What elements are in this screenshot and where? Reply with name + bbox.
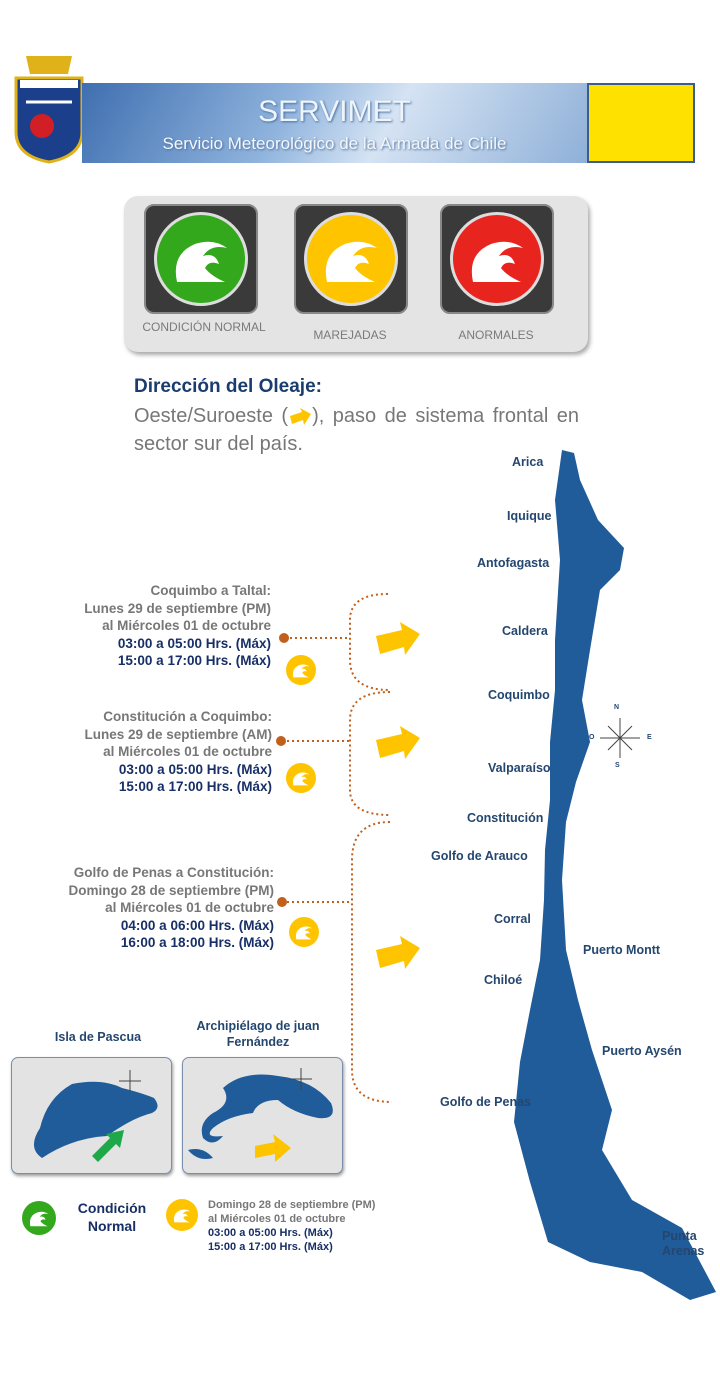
city-label: Iquique: [507, 509, 552, 523]
city-label: Chiloé: [484, 973, 523, 987]
wave-icon: [22, 1201, 56, 1235]
pascua-condition: Condición Normal: [77, 1200, 147, 1234]
wave-icon: [166, 1199, 198, 1231]
city-label: Puerto Montt: [583, 943, 661, 957]
header-banner: [82, 83, 587, 163]
legend-label: CONDICIÓN NORMAL: [142, 320, 266, 334]
wave-direction-text: Oeste/Suroeste (), paso de sistema front…: [134, 405, 579, 455]
arrow-icon: [92, 1130, 124, 1162]
isla-de-pascua-map: [11, 1057, 172, 1174]
segment-marker: [277, 897, 287, 907]
condition-legend: CONDICIÓN NORMAL MAREJADAS ANORMALES: [124, 196, 588, 352]
app-subtitle: Servicio Meteorológico de la Armada de C…: [162, 134, 507, 153]
compass-o: O: [589, 734, 595, 741]
legend-normal: [144, 204, 258, 314]
city-label: Coquimbo: [488, 688, 550, 702]
forecast-segment: Golfo de Penas a Constitución: Domingo 28…: [68, 865, 274, 950]
city-label: Caldera: [502, 624, 548, 638]
city-label: Antofagasta: [477, 556, 550, 570]
wave-icon: [289, 917, 319, 947]
arrow-northeast-icon: [290, 407, 312, 425]
wave-icon: [304, 212, 398, 306]
wave-arrow-icon: [376, 936, 420, 969]
city-label: Arica: [512, 455, 544, 469]
forecast-segment: Coquimbo a Taltal: Lunes 29 de septiembre…: [84, 583, 271, 668]
juan-fernandez-forecast: Domingo 28 de septiembre (PM) al Miércole…: [208, 1199, 376, 1253]
wave-icon: [286, 763, 316, 793]
wave-icon: [450, 212, 544, 306]
island-name: Archipiélago de juan Fernández: [196, 1019, 320, 1049]
forecast-segment: Constitución a Coquimbo: Lunes 29 de sept…: [84, 709, 272, 794]
segment-marker: [279, 633, 289, 643]
city-label: Punta Arenas: [662, 1229, 705, 1258]
city-label: Puerto Aysén: [602, 1044, 682, 1058]
city-label: Corral: [494, 912, 531, 926]
city-label: Golfo de Penas: [440, 1095, 531, 1109]
dotted-connectors: [282, 593, 393, 1103]
arrow-icon: [255, 1134, 291, 1162]
segment-marker: [276, 736, 286, 746]
city-label: Valparaíso: [488, 761, 551, 775]
wave-arrow-icon: [376, 726, 420, 759]
wave-direction-heading: Dirección del Oleaje:: [134, 376, 322, 397]
legend-anormales: [440, 204, 554, 314]
wave-arrow-icon: [376, 622, 420, 655]
wave-icon: [154, 212, 248, 306]
compass-rose-icon: [600, 718, 640, 758]
chile-landmass: [514, 450, 716, 1300]
compass-s: S: [615, 762, 620, 769]
compass-e: E: [647, 734, 652, 741]
legend-label: MAREJADAS: [313, 328, 387, 342]
city-label: Golfo de Arauco: [431, 849, 528, 863]
legend-label: ANORMALES: [458, 328, 534, 342]
legend-marejadas: [294, 204, 408, 314]
app-title: SERVIMET: [258, 95, 411, 128]
island-name: Isla de Pascua: [54, 1030, 142, 1044]
alert-level-indicator: [587, 83, 695, 163]
compass-n: N: [614, 704, 620, 711]
wave-icon: [286, 655, 316, 685]
juan-fernandez-map: [182, 1057, 343, 1174]
navy-logo: [12, 52, 86, 164]
city-label: Constitución: [467, 811, 544, 825]
